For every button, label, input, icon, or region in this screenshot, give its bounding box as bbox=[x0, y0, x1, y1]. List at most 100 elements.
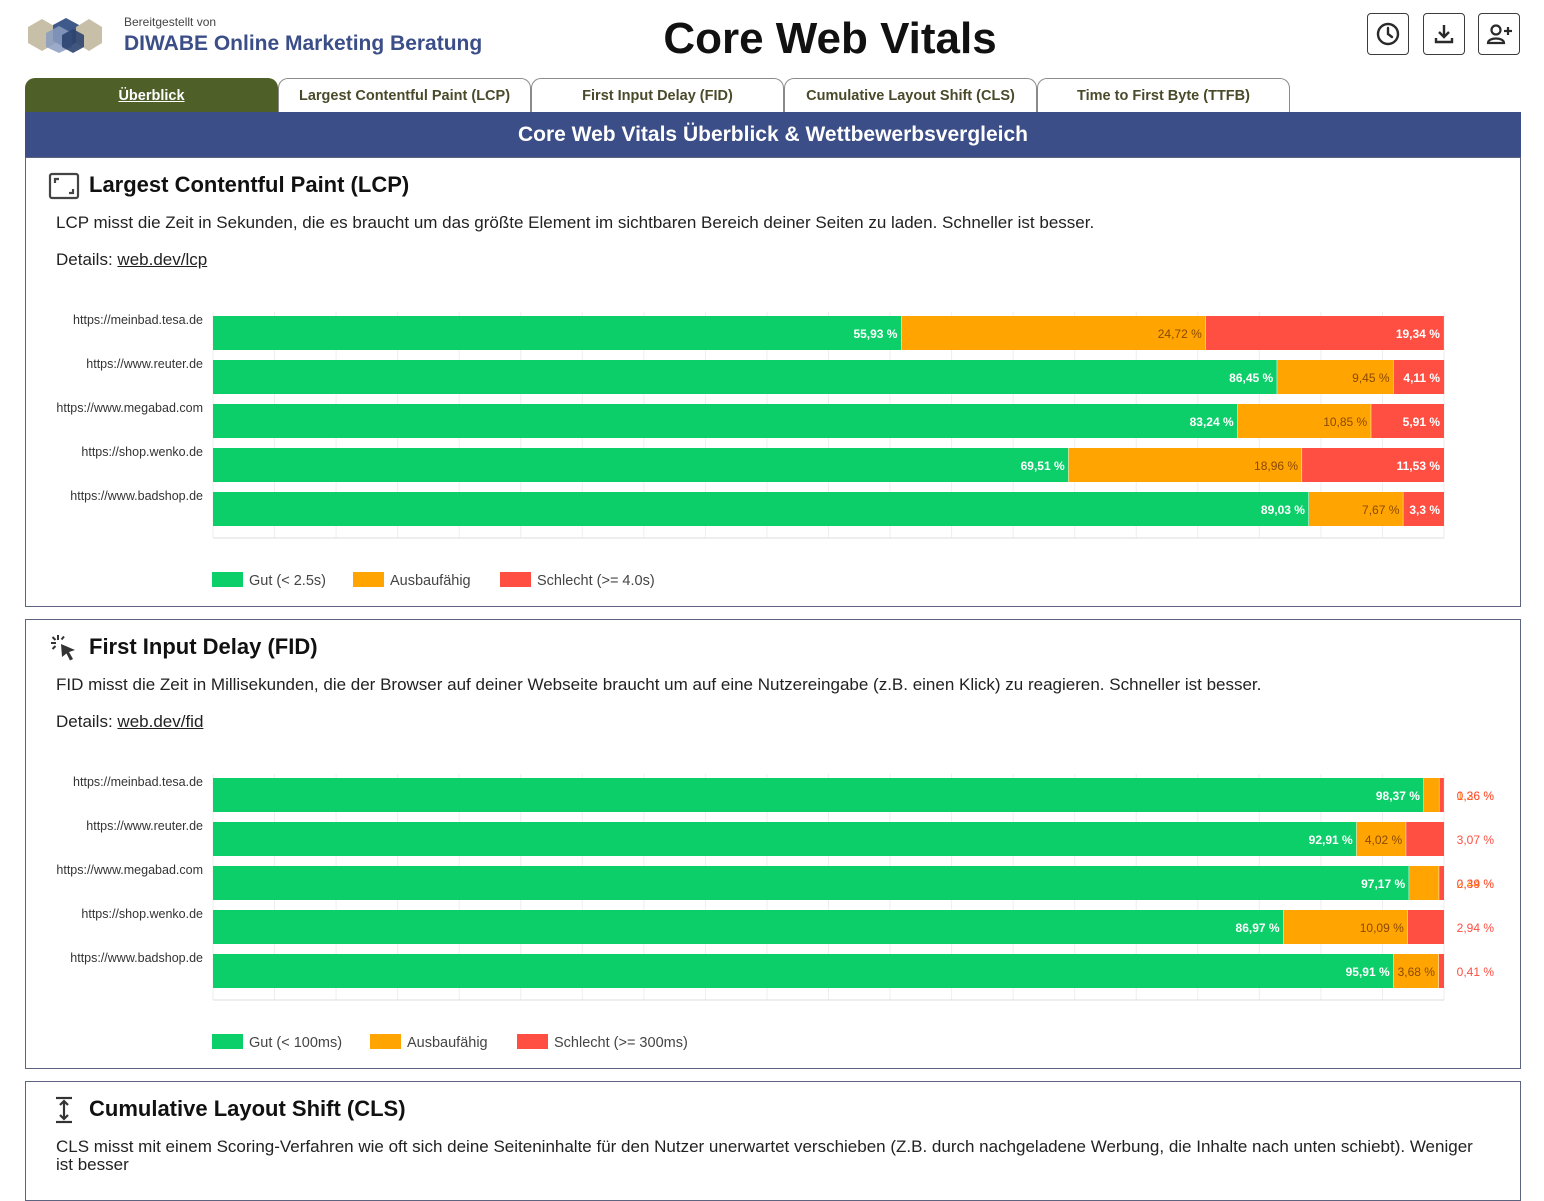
tab-fid[interactable]: First Input Delay (FID) bbox=[531, 78, 784, 112]
lcp-description: LCP misst die Zeit in Sekunden, die es b… bbox=[56, 213, 1095, 232]
lcp-bar-improve[interactable] bbox=[1068, 448, 1303, 482]
tab-cls[interactable]: Cumulative Layout Shift (CLS) bbox=[784, 78, 1037, 112]
lcp-bar-improve[interactable] bbox=[1308, 492, 1404, 526]
fid-bar-poor[interactable] bbox=[1407, 910, 1444, 944]
download-icon bbox=[1434, 25, 1454, 44]
fid-bar-improve[interactable] bbox=[1393, 954, 1439, 988]
lcp-bar-good[interactable] bbox=[213, 404, 1238, 438]
fid-bar-poor[interactable] bbox=[1438, 954, 1444, 988]
lcp-data-label: 55,93 % bbox=[853, 327, 897, 341]
tab-ttfb[interactable]: Time to First Byte (TTFB) bbox=[1037, 78, 1290, 112]
lcp-section: Largest Contentful Paint (LCP) LCP misst… bbox=[25, 157, 1521, 607]
fid-bar-improve[interactable] bbox=[1409, 866, 1440, 900]
fid-bar-poor[interactable] bbox=[1406, 822, 1444, 856]
fid-bar-improve[interactable] bbox=[1423, 778, 1440, 812]
add-user-icon bbox=[1486, 24, 1512, 45]
lcp-category-label: https://www.reuter.de bbox=[86, 357, 203, 371]
page-title: Core Web Vitals bbox=[663, 14, 997, 63]
lcp-bar-good[interactable] bbox=[213, 448, 1069, 482]
lcp-chart: https://meinbad.tesa.de 55,93 % 24,72 % 19,… bbox=[56, 312, 1445, 589]
download-button[interactable] bbox=[1423, 13, 1465, 55]
diwabe-logo-icon bbox=[28, 18, 102, 53]
provided-by-label: Bereitgestellt von bbox=[124, 15, 217, 29]
lcp-data-label: 10,85 % bbox=[1323, 415, 1367, 429]
lcp-data-label: 83,24 % bbox=[1190, 415, 1234, 429]
lcp-bar-poor[interactable] bbox=[1302, 448, 1444, 482]
tab-overview[interactable]: Überblick bbox=[25, 78, 278, 112]
fid-data-label: 92,91 % bbox=[1309, 833, 1353, 847]
fid-bar-good[interactable] bbox=[213, 778, 1424, 812]
fid-category-label: https://www.reuter.de bbox=[86, 819, 203, 833]
fid-data-label: 86,97 % bbox=[1236, 921, 1280, 935]
lcp-data-label: 5,91 % bbox=[1403, 415, 1441, 429]
lcp-details-label: Details: bbox=[56, 250, 113, 269]
lcp-category-label: https://meinbad.tesa.de bbox=[73, 313, 203, 327]
vertical-shift-icon bbox=[56, 1096, 72, 1124]
fid-legend-swatch bbox=[212, 1034, 243, 1049]
fid-category-label: https://meinbad.tesa.de bbox=[73, 775, 203, 789]
click-cursor-icon bbox=[51, 635, 75, 661]
fid-bar-good[interactable] bbox=[213, 866, 1410, 900]
fid-legend-swatch bbox=[517, 1034, 548, 1049]
fid-section: First Input Delay (FID) FID misst die Ze… bbox=[25, 619, 1521, 1069]
fid-category-label: https://www.megabad.com bbox=[56, 863, 203, 877]
fid-bar-good[interactable] bbox=[213, 822, 1357, 856]
fid-data-label: 0,36 % bbox=[1457, 789, 1495, 803]
fid-data-label: 3,68 % bbox=[1398, 965, 1436, 979]
lcp-title: Largest Contentful Paint (LCP) bbox=[89, 172, 410, 197]
lcp-bar-good[interactable] bbox=[213, 360, 1278, 394]
lcp-legend-label[interactable]: Schlecht (>= 4.0s) bbox=[537, 573, 655, 589]
fid-category-label: https://shop.wenko.de bbox=[81, 907, 203, 921]
lcp-bar-poor[interactable] bbox=[1403, 492, 1444, 526]
fid-data-label: 2,44 % bbox=[1457, 877, 1495, 891]
fid-legend-label[interactable]: Ausbaufähig bbox=[407, 1035, 488, 1051]
fid-details-link[interactable]: web.dev/fid bbox=[117, 712, 204, 731]
lcp-bar-good[interactable] bbox=[213, 492, 1309, 526]
lcp-data-label: 11,53 % bbox=[1397, 459, 1441, 473]
lcp-bar-good[interactable] bbox=[213, 316, 902, 350]
lcp-details-link[interactable]: web.dev/lcp bbox=[117, 250, 208, 269]
lcp-data-label: 7,67 % bbox=[1362, 503, 1400, 517]
company-name: DIWABE Online Marketing Beratung bbox=[124, 32, 483, 55]
fid-data-label: 0,39 % bbox=[1457, 877, 1495, 891]
fid-details-label: Details: bbox=[56, 712, 113, 731]
lcp-bar-poor[interactable] bbox=[1205, 316, 1444, 350]
lcp-data-label: 24,72 % bbox=[1158, 327, 1202, 341]
fid-legend-label[interactable]: Schlecht (>= 300ms) bbox=[554, 1035, 688, 1051]
fid-data-label: 98,37 % bbox=[1376, 789, 1420, 803]
cls-description: CLS misst mit einem Scoring-Verfahren wi… bbox=[56, 1137, 1473, 1174]
header: Bereitgestellt von DIWABE Online Marketi… bbox=[0, 0, 1544, 78]
fid-title: First Input Delay (FID) bbox=[89, 634, 318, 659]
lcp-data-label: 86,45 % bbox=[1229, 371, 1273, 385]
lcp-bar-poor[interactable] bbox=[1393, 360, 1445, 394]
lcp-legend-label[interactable]: Gut (< 2.5s) bbox=[249, 573, 326, 589]
share-add-user-button[interactable] bbox=[1478, 13, 1520, 55]
fid-bar-good[interactable] bbox=[213, 910, 1284, 944]
fid-description: FID misst die Zeit in Millisekunden, die… bbox=[56, 675, 1262, 694]
fid-legend-label[interactable]: Gut (< 100ms) bbox=[249, 1035, 342, 1051]
lcp-bar-improve[interactable] bbox=[1277, 360, 1394, 394]
lcp-legend-swatch bbox=[353, 572, 384, 587]
fid-bar-improve[interactable] bbox=[1283, 910, 1408, 944]
fid-bar-improve[interactable] bbox=[1356, 822, 1407, 856]
lcp-category-label: https://www.megabad.com bbox=[56, 401, 203, 415]
lcp-bar-poor[interactable] bbox=[1371, 404, 1444, 438]
history-button[interactable] bbox=[1367, 13, 1409, 55]
fid-data-label: 3,07 % bbox=[1457, 833, 1495, 847]
fid-data-label: 4,02 % bbox=[1365, 833, 1403, 847]
fid-data-label: 95,91 % bbox=[1346, 965, 1390, 979]
lcp-category-label: https://shop.wenko.de bbox=[81, 445, 203, 459]
lcp-data-label: 69,51 % bbox=[1021, 459, 1065, 473]
cls-title: Cumulative Layout Shift (CLS) bbox=[89, 1096, 406, 1121]
lcp-bar-improve[interactable] bbox=[1237, 404, 1372, 438]
lcp-legend-swatch bbox=[212, 572, 243, 587]
fid-bar-good[interactable] bbox=[213, 954, 1394, 988]
fid-bar-poor[interactable] bbox=[1439, 778, 1444, 812]
tab-lcp[interactable]: Largest Contentful Paint (LCP) bbox=[278, 78, 531, 112]
lcp-frame-icon bbox=[48, 172, 80, 200]
fid-bar-poor[interactable] bbox=[1439, 866, 1444, 900]
lcp-data-label: 18,96 % bbox=[1254, 459, 1298, 473]
lcp-legend-swatch bbox=[500, 572, 531, 587]
lcp-legend-label[interactable]: Ausbaufähig bbox=[390, 573, 471, 589]
lcp-bar-improve[interactable] bbox=[901, 316, 1206, 350]
